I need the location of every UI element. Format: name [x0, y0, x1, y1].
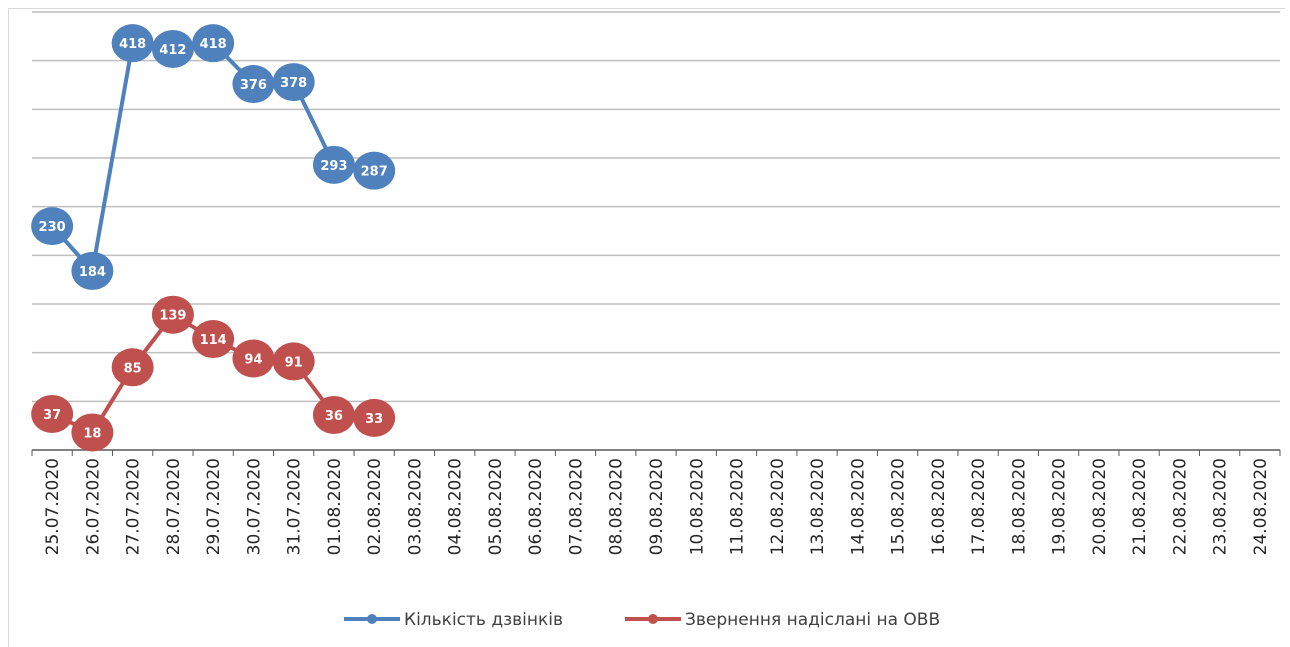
data-point [111, 24, 154, 63]
legend-label: Кількість дзвінків [404, 610, 563, 630]
data-point [312, 145, 355, 184]
data-label: 184 [79, 265, 106, 280]
x-tick-label: 08.08.2020 [607, 458, 627, 555]
data-label: 94 [244, 353, 262, 368]
x-tick-label: 28.07.2020 [164, 458, 184, 555]
data-label: 293 [320, 159, 347, 174]
legend-marker [367, 614, 377, 624]
x-tick-label: 23.08.2020 [1211, 458, 1231, 555]
data-point [71, 251, 114, 290]
data-label: 85 [124, 361, 142, 376]
x-axis: 25.07.2020 26.07.2020 27.07.2020 28.07.2020… [31, 449, 1281, 555]
data-point [353, 398, 396, 437]
data-label: 114 [200, 333, 227, 348]
data-label: 418 [200, 37, 227, 52]
x-tick-label: 29.07.2020 [204, 458, 224, 555]
series-1: 230 184 418 412 418 376 378 293 287 [31, 24, 396, 290]
x-tick-label: 09.08.2020 [647, 458, 667, 555]
data-point [192, 320, 235, 359]
x-tick-label: 30.07.2020 [244, 458, 264, 555]
x-tick-label: 19.08.2020 [1050, 458, 1070, 555]
data-point [353, 151, 396, 190]
data-point [192, 24, 235, 63]
data-point [232, 65, 275, 104]
x-tick-label: 22.08.2020 [1170, 458, 1190, 555]
x-tick-label: 25.07.2020 [43, 458, 63, 555]
x-tick-label: 06.08.2020 [526, 458, 546, 555]
legend-item: Звернення надіслані на ОВВ [625, 610, 940, 630]
x-tick-label: 14.08.2020 [848, 458, 868, 555]
x-tick-label: 27.07.2020 [124, 458, 144, 555]
x-tick-label: 26.07.2020 [83, 458, 103, 555]
x-tick-label: 05.08.2020 [486, 458, 506, 555]
chart-frame [8, 8, 1285, 647]
data-label: 418 [119, 37, 146, 52]
data-label: 91 [285, 355, 303, 370]
series-2: 37 18 85 139 114 94 91 36 33 [31, 295, 396, 452]
data-label: 230 [39, 220, 66, 235]
legend-item: Кількість дзвінків [344, 610, 563, 630]
x-tick-label: 21.08.2020 [1130, 458, 1150, 555]
data-label: 33 [365, 412, 383, 427]
x-tick-label: 10.08.2020 [687, 458, 707, 555]
x-tick-label: 04.08.2020 [446, 458, 466, 555]
x-tick-label: 01.08.2020 [325, 458, 345, 555]
legend-marker [648, 614, 658, 624]
data-label: 287 [361, 165, 388, 180]
x-tick-label: 31.07.2020 [285, 458, 305, 555]
data-point [31, 207, 74, 246]
data-point [312, 395, 355, 434]
x-tick-label: 03.08.2020 [405, 458, 425, 555]
data-label: 378 [280, 76, 307, 91]
x-tick-label: 17.08.2020 [969, 458, 989, 555]
x-tick-label: 11.08.2020 [728, 458, 748, 555]
data-point [31, 394, 74, 433]
legend-label: Звернення надіслані на ОВВ [685, 610, 940, 630]
x-tick-label: 18.08.2020 [1009, 458, 1029, 555]
data-label: 139 [159, 309, 186, 324]
data-label: 412 [159, 43, 186, 58]
data-point [151, 29, 194, 68]
gridlines [32, 11, 1280, 403]
data-label: 18 [83, 426, 101, 441]
data-point [111, 348, 154, 387]
x-tick-label: 13.08.2020 [808, 458, 828, 555]
x-tick-label: 24.08.2020 [1251, 458, 1271, 555]
x-tick-label: 15.08.2020 [889, 458, 909, 555]
data-point [71, 413, 114, 452]
data-point [151, 295, 194, 334]
data-point [272, 342, 315, 381]
x-tick-label: 02.08.2020 [365, 458, 385, 555]
x-tick-label: 20.08.2020 [1090, 458, 1110, 555]
legend: Кількість дзвінків Звернення надіслані на… [344, 610, 940, 630]
data-label: 36 [325, 409, 343, 424]
data-label: 37 [43, 408, 61, 423]
x-tick-label: 12.08.2020 [768, 458, 788, 555]
data-point [232, 339, 275, 378]
x-tick-label: 07.08.2020 [566, 458, 586, 555]
data-label: 376 [240, 78, 267, 93]
x-tick-label: 16.08.2020 [929, 458, 949, 555]
data-point [272, 63, 315, 102]
